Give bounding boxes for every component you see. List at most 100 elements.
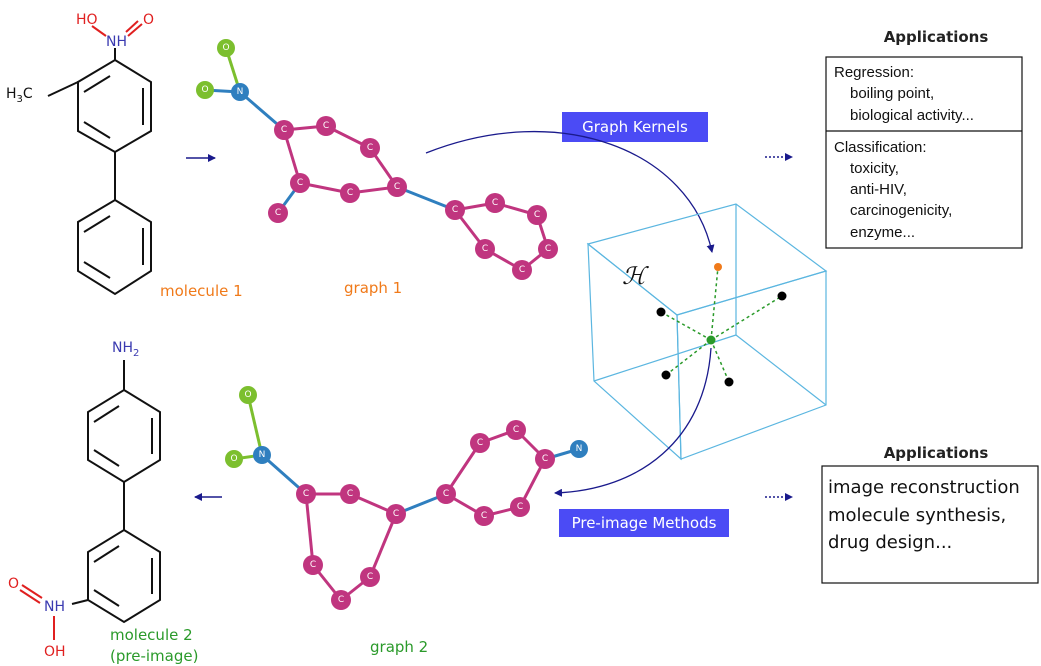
- graph2-carbon-node: [535, 449, 555, 469]
- graph1-carbon-node: [360, 138, 380, 158]
- graph2-carbon-node: [303, 555, 323, 575]
- graph2-carbon-node: [474, 506, 494, 526]
- applications-top-title: Applications: [884, 28, 989, 46]
- feature-point: [724, 377, 734, 387]
- application-item: drug design...: [828, 532, 952, 553]
- feature-point: [656, 307, 666, 317]
- feature-point: [777, 291, 787, 301]
- graph1-carbon-node: [268, 203, 288, 223]
- graph-kernels-arrow: [425, 131, 715, 253]
- classification-item: anti-HIV,: [850, 181, 907, 198]
- graph2-carbon-node: [386, 504, 406, 524]
- node-label: N: [237, 87, 244, 97]
- node-label: C: [513, 425, 519, 435]
- node-label: C: [347, 489, 353, 499]
- node-label: C: [275, 208, 281, 218]
- node-label: C: [303, 489, 309, 499]
- graph-1-caption: graph 1: [344, 279, 402, 297]
- hydroxyl-label: OH: [44, 644, 66, 660]
- classification-item: enzyme...: [850, 224, 915, 241]
- graph-2-edges: [233, 394, 580, 602]
- graph2-carbon-node: [331, 590, 351, 610]
- classification-label: Classification:: [834, 139, 927, 156]
- node-label: C: [492, 198, 498, 208]
- applications-bottom-box: [821, 465, 1039, 584]
- node-label: C: [517, 502, 523, 512]
- molecule-2-structure: [71, 360, 161, 624]
- graph2-carbon-node: [506, 420, 526, 440]
- graph-kernels-label: Graph Kernels: [582, 118, 688, 136]
- graph1-oxygen-node: [196, 81, 214, 99]
- target-point: [714, 263, 722, 271]
- molecule-2-caption-sub: (pre-image): [110, 647, 198, 665]
- amino-label: NH2: [112, 340, 139, 359]
- node-label: C: [338, 595, 344, 605]
- graph2-oxygen-node: [239, 386, 257, 404]
- hydroxyl-label: HO: [76, 12, 98, 28]
- oxo-label: O: [143, 12, 154, 28]
- node-label: C: [519, 265, 525, 275]
- graph-2-caption: graph 2: [370, 638, 428, 656]
- pre-image-arrow: [554, 347, 712, 497]
- graph1-carbon-node: [274, 120, 294, 140]
- molecule-1-hetero: HO NH O H3C: [6, 12, 154, 105]
- graph1-carbon-node: [445, 200, 465, 220]
- molecule-1-caption: molecule 1: [160, 282, 243, 300]
- node-label: C: [310, 560, 316, 570]
- node-label: N: [576, 444, 583, 454]
- pre-image-label: Pre-image Methods: [572, 514, 717, 532]
- graph-2-nodes: O O N N C C C C C C C C C C C C: [225, 386, 588, 610]
- node-label: O: [230, 454, 237, 464]
- node-label: C: [367, 143, 373, 153]
- graph1-carbon-node: [512, 260, 532, 280]
- graph1-carbon-node: [527, 205, 547, 225]
- graph2-nitrogen-node: [253, 446, 271, 464]
- node-label: O: [222, 43, 229, 53]
- graph1-carbon-node: [485, 193, 505, 213]
- graph-1-edges: [204, 47, 550, 272]
- classification-item: carcinogenicity,: [850, 202, 952, 219]
- graph2-carbon-node: [340, 484, 360, 504]
- hilbert-space-cube: [586, 203, 828, 461]
- node-label: C: [443, 489, 449, 499]
- application-item: molecule synthesis,: [828, 505, 1006, 526]
- graph1-carbon-node: [387, 177, 407, 197]
- regression-label: Regression:: [834, 64, 914, 81]
- classification-item: toxicity,: [850, 160, 899, 177]
- molecule-2-hetero: NH2 O NH OH: [8, 340, 139, 660]
- molecule-2-caption: molecule 2: [110, 626, 193, 644]
- node-label: C: [452, 205, 458, 215]
- node-label: C: [347, 188, 353, 198]
- center-point: [706, 335, 716, 345]
- regression-item: biological activity...: [850, 107, 974, 124]
- pre-image-badge: [559, 509, 729, 537]
- node-label: C: [482, 244, 488, 254]
- graph1-nitrogen-node: [231, 83, 249, 101]
- node-label: C: [542, 454, 548, 464]
- feature-space-points: [656, 263, 787, 387]
- node-label: C: [477, 438, 483, 448]
- node-label: O: [201, 85, 208, 95]
- hilbert-space-symbol: ℋ: [622, 262, 649, 290]
- graph2-carbon-node: [360, 567, 380, 587]
- graph1-carbon-node: [538, 239, 558, 259]
- graph2-carbon-node: [296, 484, 316, 504]
- graph1-carbon-node: [475, 239, 495, 259]
- node-label: C: [394, 182, 400, 192]
- applications-top-box: [825, 56, 1023, 249]
- graph1-oxygen-node: [217, 39, 235, 57]
- node-label: C: [393, 509, 399, 519]
- node-label: C: [281, 125, 287, 135]
- graph1-carbon-node: [340, 183, 360, 203]
- applications-bottom-title: Applications: [884, 444, 989, 462]
- graph2-carbon-node: [436, 484, 456, 504]
- node-label: C: [545, 244, 551, 254]
- amine-label: NH: [44, 599, 65, 615]
- amine-label: NH: [106, 34, 127, 50]
- feature-point: [661, 370, 671, 380]
- node-label: N: [259, 450, 266, 460]
- graph2-carbon-node: [470, 433, 490, 453]
- graph2-nitrogen-node: [570, 440, 588, 458]
- node-label: O: [244, 390, 251, 400]
- graph1-carbon-node: [290, 173, 310, 193]
